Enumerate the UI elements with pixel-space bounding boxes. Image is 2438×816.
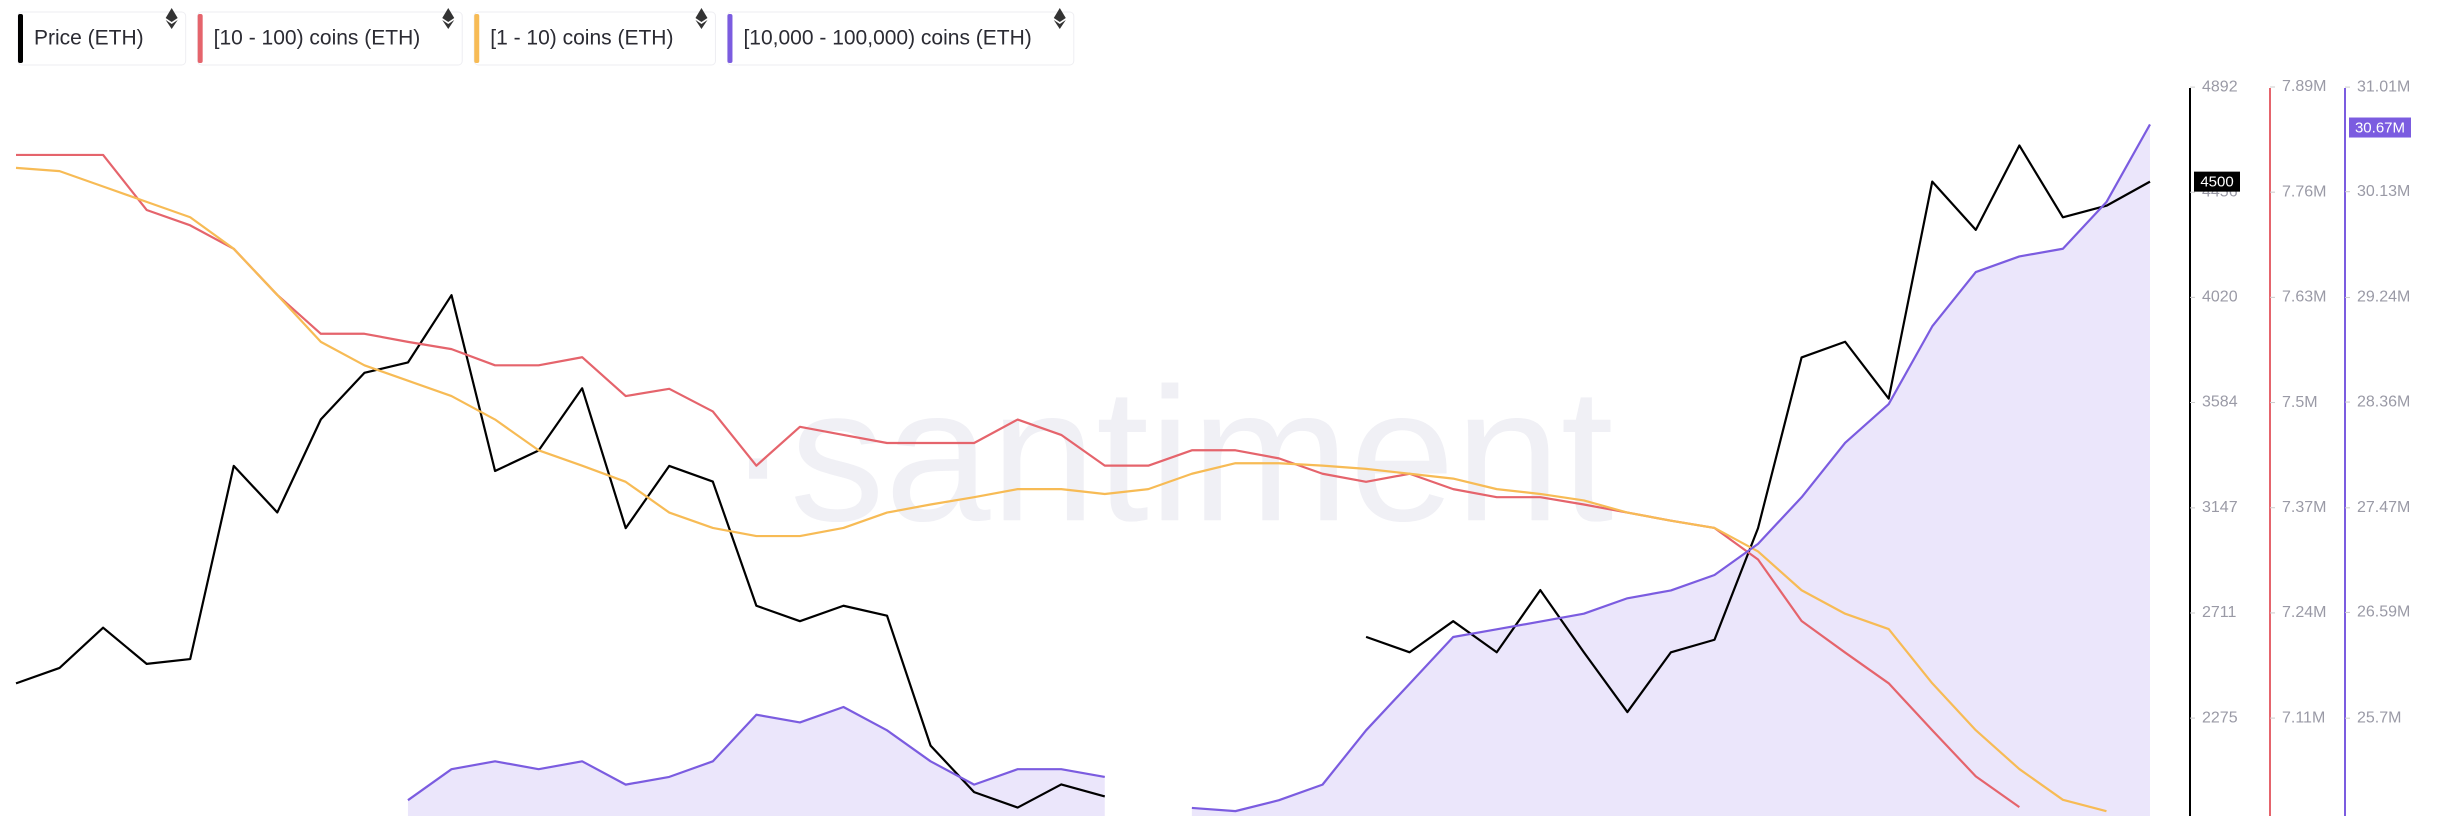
value-badge	[2194, 171, 2240, 192]
y-tick-label: 3584	[2202, 394, 2238, 411]
y-tick-label: 7.24M	[2282, 604, 2326, 621]
legend-item: Price (ETH)	[17, 8, 187, 66]
eth-icon	[165, 8, 178, 29]
y-tick-label: 7.37M	[2282, 499, 2326, 516]
y-tick-label: 27.47M	[2357, 499, 2410, 516]
legend-swatch	[197, 14, 203, 63]
legend-swatch	[18, 14, 23, 63]
legend-label: [10 - 100) coins (ETH)	[214, 27, 421, 50]
y-tick-label: 29.24M	[2357, 289, 2410, 306]
legend-item: [1 - 10) coins (ETH)	[473, 8, 716, 66]
y-tick-label: 7.11M	[2282, 709, 2325, 726]
y-tick-label: 3147	[2202, 499, 2238, 516]
y-tick-label: 4892	[2202, 78, 2238, 95]
y-tick-label: 7.5M	[2282, 394, 2318, 411]
legend-label: [1 - 10) coins (ETH)	[490, 27, 673, 50]
area	[1191, 124, 2150, 816]
y-tick-label: 4020	[2202, 289, 2238, 306]
series-line	[15, 294, 1106, 809]
eth-icon	[442, 8, 455, 29]
series-line	[407, 705, 1105, 802]
y-tick-label: 7.76M	[2282, 183, 2326, 200]
y-tick-label: 26.59M	[2357, 604, 2410, 621]
series-line	[1365, 144, 2151, 714]
legend-item: [10,000 - 100,000) coins (ETH)	[726, 8, 1075, 66]
y-tick-label: 7.89M	[2282, 78, 2326, 95]
eth-icon	[1053, 8, 1066, 29]
area	[407, 707, 1105, 816]
y-tick-label: 28.36M	[2357, 393, 2410, 410]
y-tick-label: 2711	[2202, 604, 2237, 621]
legend-label: Price (ETH)	[34, 27, 144, 50]
eth-icon	[695, 8, 708, 29]
legend-swatch	[474, 14, 480, 63]
y-tick-label: 7.63M	[2282, 289, 2326, 306]
value-badge-label: 4500	[2200, 174, 2233, 191]
watermark: ·santiment	[726, 349, 1613, 561]
value-badge	[2349, 117, 2411, 138]
y-tick-label: 25.7M	[2357, 709, 2401, 726]
y-tick-label: 31.01M	[2357, 78, 2410, 95]
legend-item: [10 - 100) coins (ETH)	[197, 8, 463, 66]
y-tick-label: 30.13M	[2357, 183, 2410, 200]
series-line	[1191, 123, 2151, 813]
value-badge-label: 30.67M	[2355, 119, 2405, 136]
legend-swatch	[727, 14, 733, 63]
legend-label: [10,000 - 100,000) coins (ETH)	[743, 27, 1031, 50]
y-tick-label: 2275	[2202, 709, 2238, 726]
series-line	[15, 166, 2107, 813]
